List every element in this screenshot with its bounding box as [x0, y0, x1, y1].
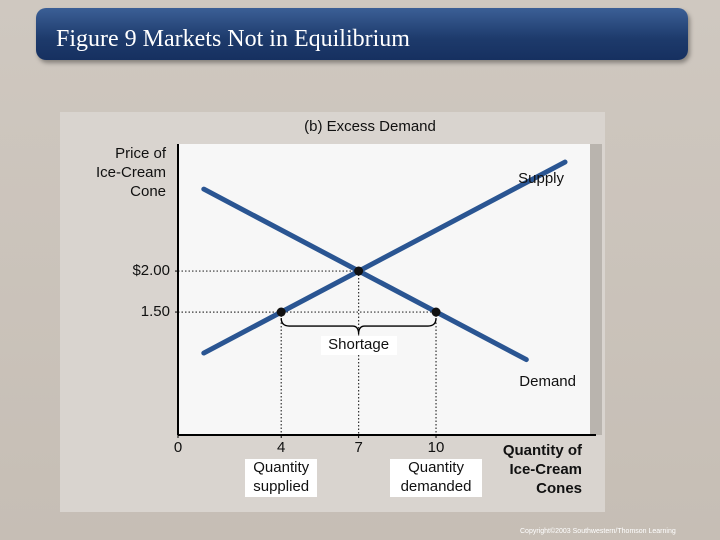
- title-bar: [36, 8, 688, 60]
- point: [431, 307, 441, 317]
- x-tick-label: 10: [427, 439, 445, 456]
- plot-area: [178, 144, 596, 435]
- annotation: Quantity supplied: [245, 459, 318, 497]
- series-line: [201, 186, 529, 363]
- y-axis-label: Price of Ice-Cream Cone: [95, 145, 166, 200]
- copyright: Copyright©2003 Southwestern/Thomson Lear…: [520, 528, 676, 535]
- y-tick-label: 1.50: [140, 303, 170, 321]
- y-tick-label: $2.00: [132, 262, 170, 280]
- plot-shadow: [590, 144, 602, 435]
- chart-title: (b) Excess Demand: [304, 118, 436, 135]
- point: [354, 266, 364, 276]
- annotation: Quantity demanded: [390, 459, 483, 497]
- slide-title: Figure 9 Markets Not in Equilibrium: [56, 26, 410, 52]
- x-tick-label: 4: [277, 439, 286, 456]
- x-tick-label: 7: [354, 439, 363, 456]
- series-label: Demand: [519, 373, 576, 390]
- shortage-label: Shortage: [320, 336, 397, 355]
- x-axis-label: Quantity of Ice-Cream Cones: [502, 442, 582, 497]
- x-tick-label: 0: [173, 439, 183, 456]
- series-label: Supply: [518, 170, 564, 187]
- shortage-brace: [280, 318, 437, 335]
- series-line: [201, 159, 568, 356]
- point: [276, 307, 286, 317]
